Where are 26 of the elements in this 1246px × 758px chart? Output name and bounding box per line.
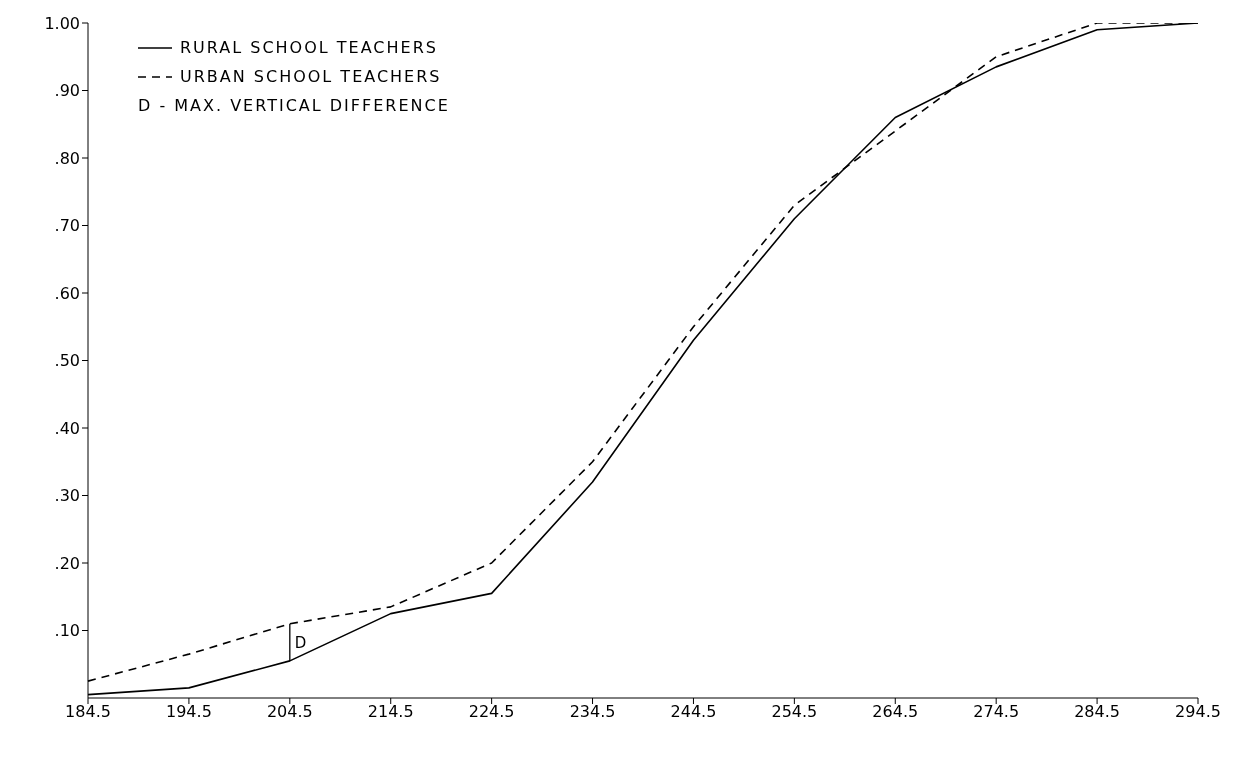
y-tick-label: .20 <box>54 553 80 573</box>
x-tick-label: 244.5 <box>670 702 717 722</box>
x-tick-label: 184.5 <box>65 702 111 722</box>
legend-label: URBAN SCHOOL TEACHERS <box>180 67 442 86</box>
x-tick-label: 224.5 <box>468 702 515 722</box>
y-tick-label: .30 <box>54 486 80 506</box>
y-tick-label: .40 <box>54 418 80 438</box>
x-tick-label: 294.5 <box>1175 702 1221 722</box>
annotation: D <box>294 633 307 652</box>
x-tick-label: 204.5 <box>266 702 313 722</box>
x-tick-label: 284.5 <box>1074 702 1120 722</box>
y-tick-label: .80 <box>54 148 80 168</box>
x-tick-label: 194.5 <box>166 702 212 722</box>
y-tick-label: .70 <box>54 216 80 236</box>
y-tick-label: .10 <box>54 621 80 641</box>
y-tick-label: 1.00 <box>44 13 80 33</box>
y-tick-label: .50 <box>54 351 80 371</box>
y-tick-label: .90 <box>54 81 80 101</box>
x-tick-label: 264.5 <box>872 702 919 722</box>
x-tick-label: 214.5 <box>367 702 414 722</box>
annotation: D - MAX. VERTICAL DIFFERENCE <box>138 96 450 115</box>
legend-label: RURAL SCHOOL TEACHERS <box>180 38 438 57</box>
x-tick-label: 274.5 <box>973 702 1020 722</box>
x-tick-label: 234.5 <box>569 702 616 722</box>
y-tick-label: .60 <box>54 283 80 303</box>
x-tick-label: 254.5 <box>771 702 818 722</box>
